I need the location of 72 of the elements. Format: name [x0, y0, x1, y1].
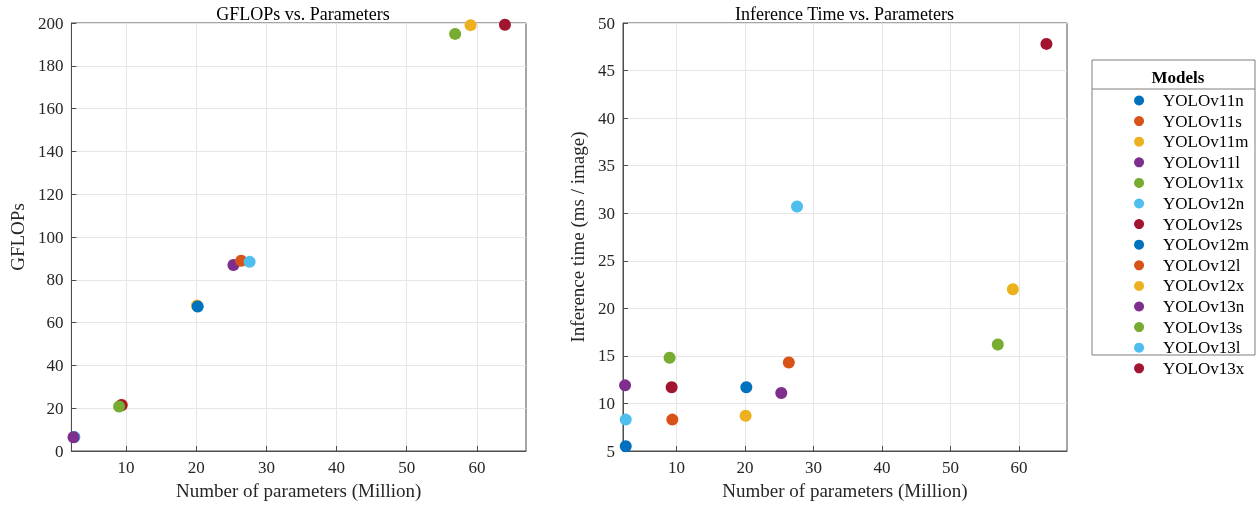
- x-tick-label: 10: [117, 458, 135, 477]
- y-tick-label: 180: [37, 56, 64, 76]
- point: [666, 413, 679, 426]
- legend-label: YOLOv13x: [1163, 358, 1245, 378]
- y-tick-label: 200: [37, 13, 64, 33]
- point: [775, 386, 788, 399]
- y-tick-label: 50: [598, 13, 615, 33]
- legend-label: YOLOv12s: [1163, 214, 1243, 234]
- y-tick-label: 35: [598, 156, 615, 176]
- legend-label: YOLOv11s: [1163, 111, 1242, 131]
- point: [740, 381, 753, 394]
- y-tick-label: 40: [598, 108, 615, 128]
- point: [243, 255, 256, 268]
- y-tick-label: 160: [37, 99, 64, 119]
- x-tick-label: 10: [667, 458, 685, 477]
- chart-title: GFLOPs vs. Parameters: [216, 4, 390, 24]
- point: [991, 338, 1004, 351]
- point: [782, 356, 795, 369]
- y-tick-label: 25: [598, 251, 615, 271]
- point: [791, 200, 804, 213]
- y-tick-label: 0: [54, 441, 64, 461]
- legend-label: YOLOv13n: [1163, 297, 1245, 316]
- legend-label: YOLOv13s: [1163, 317, 1243, 337]
- legend-label: YOLOv12l: [1163, 255, 1241, 275]
- y-tick-label: 120: [37, 184, 64, 204]
- x-tick-label: 30: [804, 458, 822, 477]
- point: [1006, 283, 1019, 296]
- point: [464, 19, 477, 32]
- point: [665, 381, 678, 394]
- x-tick-label: 20: [736, 458, 754, 477]
- y-tick-label: 20: [598, 298, 615, 318]
- legend-label: YOLOv12x: [1163, 276, 1245, 296]
- y-tick-label: 60: [46, 313, 64, 333]
- x-tick-label: 60: [1010, 458, 1028, 477]
- x-tick-label: 50: [942, 458, 960, 477]
- chart-title: Inference Time vs. Parameters: [735, 4, 954, 24]
- y-axis-title: GFLOPs: [7, 203, 28, 271]
- y-tick-label: 20: [46, 398, 64, 418]
- x-tick-label: 30: [257, 458, 275, 477]
- y-tick-label: 45: [598, 61, 615, 81]
- point: [498, 18, 511, 31]
- legend-label: YOLOv12m: [1163, 235, 1250, 255]
- y-tick-label: 10: [598, 393, 615, 413]
- y-axis-title: Inference time (ms / image): [567, 131, 589, 343]
- x-tick-label: 60: [468, 458, 486, 477]
- y-tick-label: 30: [598, 203, 615, 223]
- legend-label: YOLOv11x: [1163, 173, 1245, 193]
- point: [739, 409, 752, 422]
- y-tick-label: 40: [46, 355, 64, 375]
- point: [1040, 37, 1053, 50]
- point: [663, 351, 676, 364]
- x-axis-title: Number of parameters (Million): [722, 480, 968, 502]
- y-tick-label: 100: [37, 227, 64, 247]
- legend-label: YOLOv11l: [1163, 152, 1241, 172]
- point: [619, 440, 632, 453]
- point: [619, 379, 632, 392]
- x-tick-label: 40: [873, 458, 891, 477]
- x-axis-title: Number of parameters (Million): [176, 480, 422, 502]
- x-tick-label: 20: [187, 458, 205, 477]
- point: [449, 27, 462, 40]
- y-tick-label: 5: [606, 441, 615, 461]
- legend-label: YOLOv11m: [1163, 132, 1249, 152]
- legend-label: YOLOv11n: [1163, 91, 1245, 110]
- legend-title: Models: [1151, 68, 1205, 87]
- legend-label: YOLOv13l: [1163, 338, 1241, 358]
- y-tick-label: 80: [46, 270, 64, 290]
- legend-label: YOLOv12n: [1163, 194, 1245, 213]
- y-tick-label: 140: [37, 141, 64, 161]
- y-tick-label: 15: [598, 346, 615, 366]
- x-tick-label: 40: [328, 458, 346, 477]
- x-tick-label: 50: [398, 458, 416, 477]
- point: [619, 413, 632, 426]
